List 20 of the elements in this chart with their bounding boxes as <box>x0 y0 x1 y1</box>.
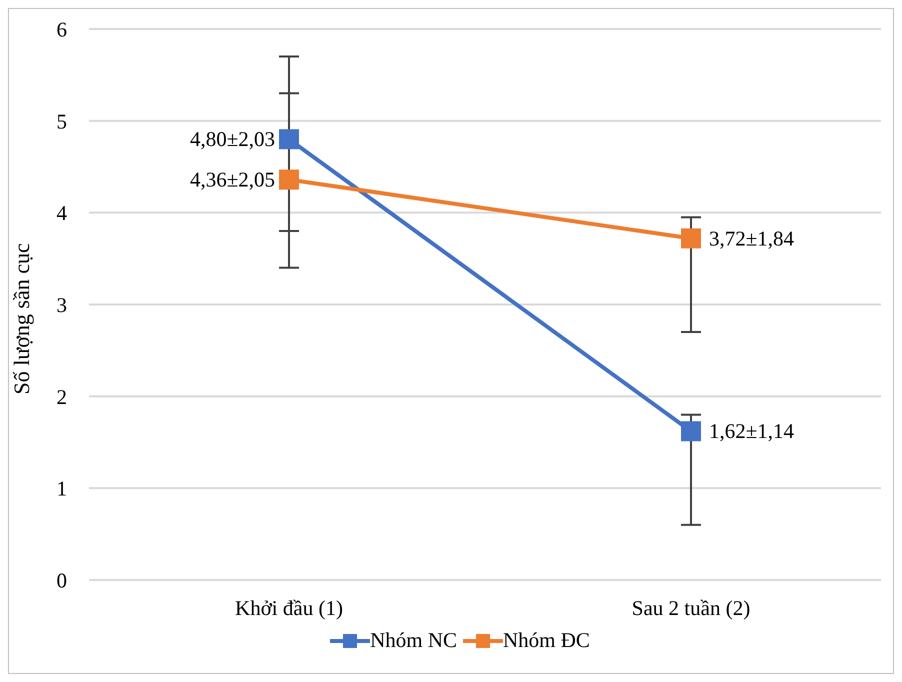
y-tick-label: 5 <box>56 109 67 134</box>
y-tick-label: 1 <box>56 476 67 501</box>
y-tick-label: 0 <box>56 568 67 592</box>
data-label: 4,36±2,05 <box>190 168 275 192</box>
point <box>279 129 299 150</box>
x-tick-label: Sau 2 tuần (2) <box>632 596 750 620</box>
point <box>681 228 701 248</box>
y-tick-label: 4 <box>56 201 68 226</box>
data-label: 3,72±1,84 <box>709 226 795 250</box>
data-label: 1,62±1,14 <box>709 419 795 444</box>
data-label: 4,80±2,03 <box>190 127 275 152</box>
y-tick-label: 6 <box>56 17 67 42</box>
y-tick-label: 3 <box>56 292 67 317</box>
x-tick-label: Khởi đầu (1) <box>235 596 343 620</box>
y-axis-title: Số lượng sần cục <box>8 243 34 394</box>
point <box>681 421 701 442</box>
legend-label: Nhóm ĐC <box>503 628 590 653</box>
y-tick-label: 2 <box>56 384 67 409</box>
point <box>279 170 299 190</box>
legend-label: Nhóm NC <box>370 628 457 653</box>
